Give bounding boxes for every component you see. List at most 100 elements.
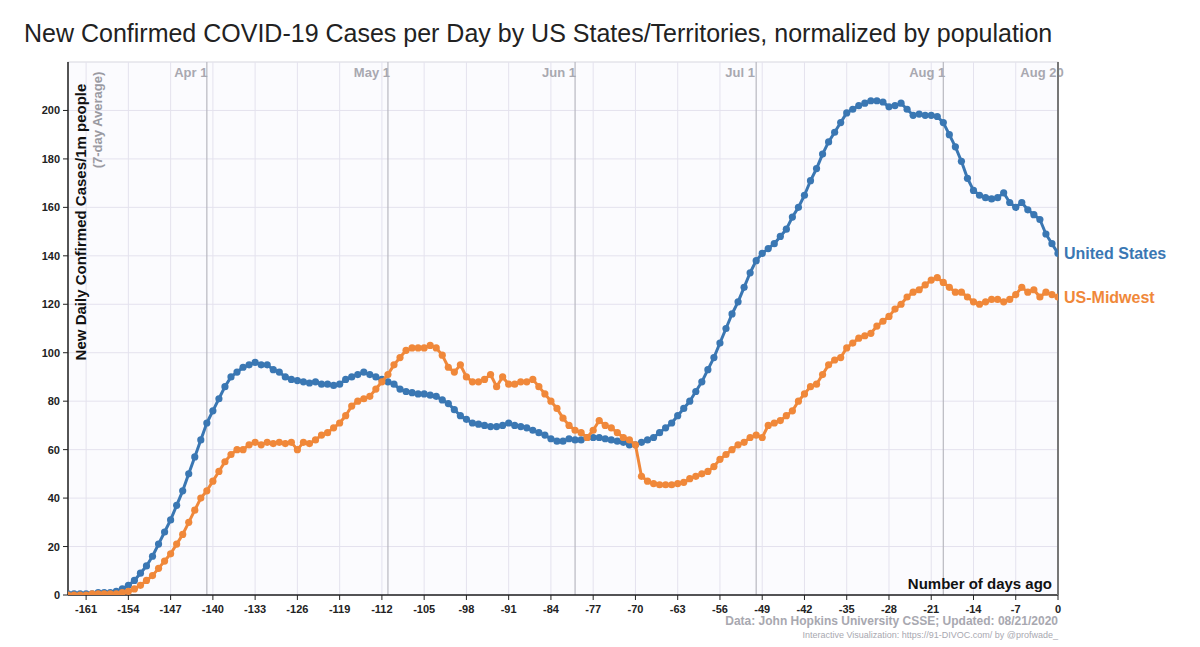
x-grid-line: [846, 62, 847, 595]
x-tick-label: -154: [117, 603, 140, 615]
series-point: [191, 507, 198, 514]
y-tick-label: 100: [42, 347, 60, 359]
series-point: [390, 361, 397, 368]
series-point: [481, 376, 488, 383]
series-point: [596, 434, 603, 441]
x-axis-line: [68, 594, 1058, 596]
series-point: [674, 480, 681, 487]
series-point: [294, 377, 301, 384]
x-grid-line: [381, 62, 382, 595]
series-point: [469, 419, 476, 426]
series-point: [584, 434, 591, 441]
series-point: [300, 378, 307, 385]
series-point: [843, 109, 850, 116]
series-point: [837, 119, 844, 126]
x-grid-line: [508, 62, 509, 595]
x-grid-line: [804, 62, 805, 595]
series-point: [680, 405, 687, 412]
x-tick: [424, 595, 425, 600]
series-point: [185, 519, 192, 526]
series-point: [1012, 204, 1019, 211]
series-point: [1030, 211, 1037, 218]
series-point: [879, 98, 886, 105]
series-point: [734, 298, 741, 305]
month-line: [756, 62, 757, 595]
series-point: [1006, 296, 1013, 303]
x-tick-label: -112: [371, 603, 392, 615]
series-point: [215, 395, 222, 402]
y-grid-line: [68, 158, 1058, 159]
y-axis-note: (7-day Average): [90, 72, 105, 169]
series-point: [547, 398, 554, 405]
plot-area: [68, 62, 1058, 595]
series-point: [843, 344, 850, 351]
series-point: [155, 541, 162, 548]
x-tick-label: -140: [202, 603, 224, 615]
series-point: [584, 434, 591, 441]
series-point: [704, 366, 711, 373]
y-tick: [63, 207, 68, 208]
series-point: [873, 322, 880, 329]
x-tick: [170, 595, 171, 600]
series-point: [179, 487, 186, 494]
series-point: [276, 439, 283, 446]
x-tick: [466, 595, 467, 600]
series-point: [1030, 286, 1037, 293]
series-point: [167, 550, 174, 557]
series-point: [312, 436, 319, 443]
series-point: [771, 240, 778, 247]
series-point: [692, 388, 699, 395]
series-point: [1054, 293, 1058, 300]
x-grid-line: [466, 62, 467, 595]
month-label: Aug 1: [909, 65, 945, 80]
y-grid-line: [68, 498, 1058, 499]
series-point: [451, 406, 458, 413]
series-point: [1018, 284, 1025, 291]
series-point: [668, 419, 675, 426]
series-point: [958, 289, 965, 296]
series-point: [149, 553, 156, 560]
series-point: [559, 415, 566, 422]
y-tick: [63, 158, 68, 159]
x-tick-label: -63: [670, 603, 686, 615]
y-grid-line: [68, 352, 1058, 353]
series-point: [885, 103, 892, 110]
series-point: [910, 112, 917, 119]
series-point: [282, 440, 289, 447]
y-tick-label: 40: [48, 492, 60, 504]
series-point: [626, 436, 633, 443]
series-point: [970, 187, 977, 194]
series-point: [934, 113, 941, 120]
series-point: [276, 369, 283, 376]
series-point: [541, 432, 548, 439]
x-tick-label: -70: [627, 603, 643, 615]
series-point: [348, 402, 355, 409]
x-tick-label: -126: [286, 603, 308, 615]
series-point: [807, 177, 814, 184]
series-point: [1042, 230, 1049, 237]
month-label: Jun 1: [542, 65, 576, 80]
series-point: [783, 226, 790, 233]
series-point: [149, 572, 156, 579]
series-point: [1018, 199, 1025, 206]
series-point: [324, 429, 331, 436]
series-point: [698, 378, 705, 385]
series-point: [614, 438, 621, 445]
x-grid-line: [170, 62, 171, 595]
x-tick-label: -105: [413, 603, 435, 615]
series-point: [239, 446, 246, 453]
series-point: [578, 429, 585, 436]
y-grid-line: [68, 546, 1058, 547]
series-point: [1048, 240, 1055, 247]
series-point: [590, 427, 597, 434]
x-tick: [931, 595, 932, 600]
series-point: [728, 446, 735, 453]
x-tick-label: -119: [329, 603, 350, 615]
x-grid-line: [593, 62, 594, 595]
series-point: [421, 390, 428, 397]
x-grid-line: [1058, 62, 1059, 595]
series-point: [940, 119, 947, 126]
series-point: [716, 456, 723, 463]
series-point: [215, 468, 222, 475]
series-point: [789, 213, 796, 220]
